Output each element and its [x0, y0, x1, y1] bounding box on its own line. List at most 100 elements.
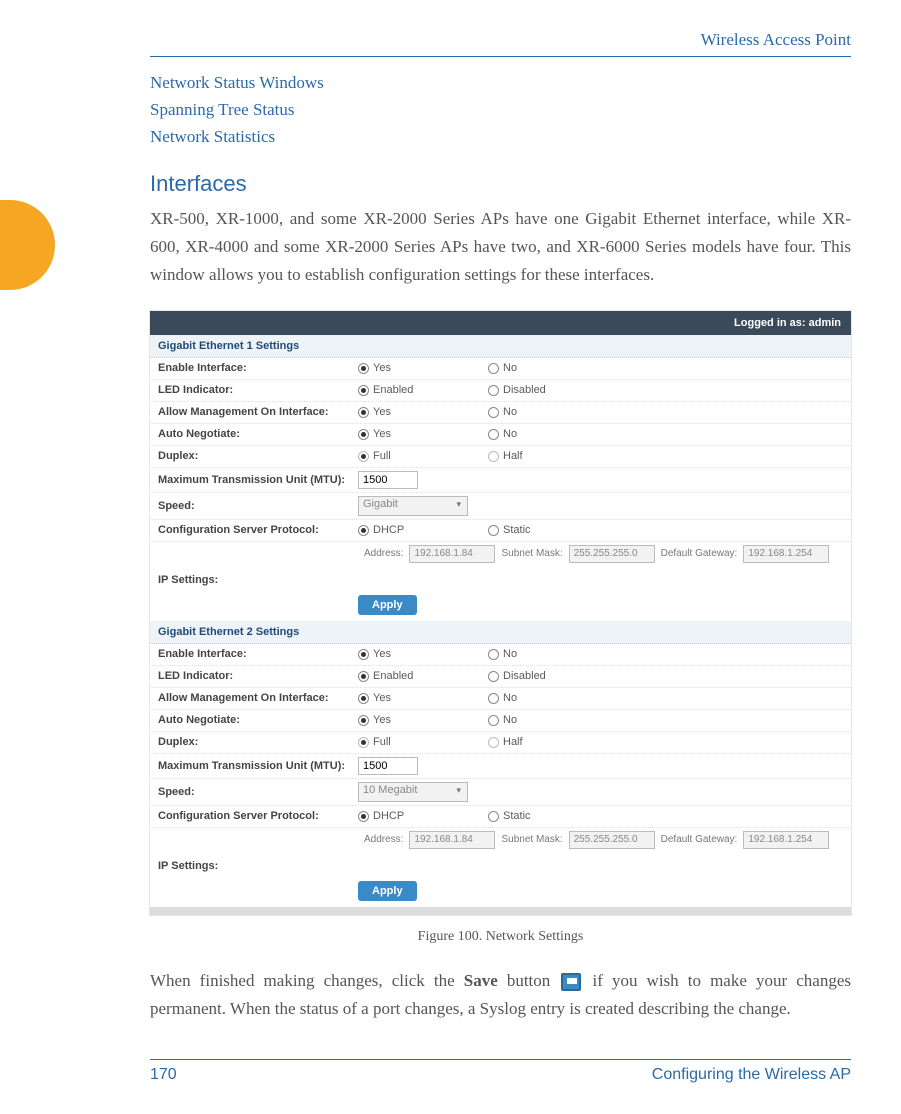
- row-enable-interface: Enable Interface: Yes No: [150, 358, 851, 380]
- label-ip: IP Settings:: [158, 574, 358, 586]
- row-enable-interface: Enable Interface: Yes No: [150, 644, 851, 666]
- mask-input[interactable]: [569, 545, 655, 563]
- lbl-mask: Subnet Mask:: [501, 548, 562, 559]
- radio-no[interactable]: [488, 363, 499, 374]
- radio-yes[interactable]: [358, 649, 369, 660]
- label-allow-mgmt: Allow Management On Interface:: [158, 692, 358, 704]
- radio-enabled[interactable]: [358, 385, 369, 396]
- ge1-header: Gigabit Ethernet 1 Settings: [150, 335, 851, 358]
- radio-no[interactable]: [488, 407, 499, 418]
- radio-full[interactable]: [358, 451, 369, 462]
- apply-button[interactable]: Apply: [358, 595, 417, 615]
- page-number: 170: [150, 1066, 177, 1084]
- label-speed: Speed:: [158, 786, 358, 798]
- label-ip: IP Settings:: [158, 860, 358, 872]
- speed-select[interactable]: 10 Megabit: [358, 782, 468, 802]
- radio-static[interactable]: [488, 525, 499, 536]
- row-led: LED Indicator: Enabled Disabled: [150, 666, 851, 688]
- section-heading: Interfaces: [150, 171, 851, 197]
- radio-half[interactable]: [488, 451, 499, 462]
- speed-select[interactable]: Gigabit: [358, 496, 468, 516]
- label-enable: Enable Interface:: [158, 362, 358, 374]
- opt-half: Half: [503, 450, 523, 462]
- radio-no[interactable]: [488, 649, 499, 660]
- radio-enabled[interactable]: [358, 671, 369, 682]
- mtu-input[interactable]: [358, 757, 418, 775]
- row-auto-neg: Auto Negotiate: Yes No: [150, 424, 851, 446]
- footer-title: Configuring the Wireless AP: [652, 1066, 851, 1084]
- opt-no: No: [503, 406, 517, 418]
- radio-no[interactable]: [488, 715, 499, 726]
- opt-no: No: [503, 714, 517, 726]
- save-word: Save: [464, 971, 498, 990]
- radio-yes[interactable]: [358, 363, 369, 374]
- radio-disabled[interactable]: [488, 385, 499, 396]
- label-duplex: Duplex:: [158, 736, 358, 748]
- opt-no: No: [503, 362, 517, 374]
- opt-no: No: [503, 648, 517, 660]
- xref-link[interactable]: Spanning Tree Status: [150, 96, 851, 123]
- lbl-mask: Subnet Mask:: [501, 834, 562, 845]
- opt-enabled: Enabled: [373, 670, 413, 682]
- opt-dhcp: DHCP: [373, 810, 404, 822]
- mtu-input[interactable]: [358, 471, 418, 489]
- section-body: XR-500, XR-1000, and some XR-2000 Series…: [150, 205, 851, 289]
- opt-yes: Yes: [373, 714, 391, 726]
- opt-yes: Yes: [373, 692, 391, 704]
- row-mtu: Maximum Transmission Unit (MTU):: [150, 468, 851, 493]
- login-status: Logged in as: admin: [150, 311, 851, 335]
- mask-input[interactable]: [569, 831, 655, 849]
- opt-disabled: Disabled: [503, 670, 546, 682]
- opt-yes: Yes: [373, 428, 391, 440]
- radio-yes[interactable]: [358, 429, 369, 440]
- label-cfg-proto: Configuration Server Protocol:: [158, 524, 358, 536]
- radio-yes[interactable]: [358, 693, 369, 704]
- opt-full: Full: [373, 450, 391, 462]
- closing-p1b: button: [498, 971, 560, 990]
- screenshot-scrollbar: [150, 907, 851, 915]
- opt-yes: Yes: [373, 648, 391, 660]
- opt-yes: Yes: [373, 406, 391, 418]
- radio-no[interactable]: [488, 429, 499, 440]
- opt-static: Static: [503, 810, 531, 822]
- radio-static[interactable]: [488, 811, 499, 822]
- label-enable: Enable Interface:: [158, 648, 358, 660]
- row-duplex: Duplex: Full Half: [150, 446, 851, 468]
- apply-button[interactable]: Apply: [358, 881, 417, 901]
- xref-link-list: Network Status Windows Spanning Tree Sta…: [150, 69, 851, 151]
- radio-half[interactable]: [488, 737, 499, 748]
- row-ip-settings: IP Settings:: [150, 569, 851, 591]
- closing-p1a: When finished making changes, click the: [150, 971, 464, 990]
- label-auto-neg: Auto Negotiate:: [158, 714, 358, 726]
- address-input[interactable]: [409, 545, 495, 563]
- label-mtu: Maximum Transmission Unit (MTU):: [158, 760, 358, 772]
- page-content: Wireless Access Point Network Status Win…: [0, 0, 901, 1053]
- opt-enabled: Enabled: [373, 384, 413, 396]
- radio-full[interactable]: [358, 737, 369, 748]
- opt-dhcp: DHCP: [373, 524, 404, 536]
- lbl-gateway: Default Gateway:: [661, 548, 738, 559]
- opt-half: Half: [503, 736, 523, 748]
- running-head: Wireless Access Point: [150, 30, 851, 57]
- radio-dhcp[interactable]: [358, 525, 369, 536]
- opt-no: No: [503, 428, 517, 440]
- label-speed: Speed:: [158, 500, 358, 512]
- save-icon: [561, 973, 581, 991]
- lbl-address: Address:: [364, 834, 403, 845]
- address-input[interactable]: [409, 831, 495, 849]
- gateway-input[interactable]: [743, 545, 829, 563]
- xref-link[interactable]: Network Statistics: [150, 123, 851, 150]
- row-led: LED Indicator: Enabled Disabled: [150, 380, 851, 402]
- radio-dhcp[interactable]: [358, 811, 369, 822]
- gateway-input[interactable]: [743, 831, 829, 849]
- lbl-address: Address:: [364, 548, 403, 559]
- label-mtu: Maximum Transmission Unit (MTU):: [158, 474, 358, 486]
- radio-disabled[interactable]: [488, 671, 499, 682]
- radio-yes[interactable]: [358, 715, 369, 726]
- row-mtu: Maximum Transmission Unit (MTU):: [150, 754, 851, 779]
- row-speed: Speed: Gigabit: [150, 493, 851, 520]
- xref-link[interactable]: Network Status Windows: [150, 69, 851, 96]
- radio-no[interactable]: [488, 693, 499, 704]
- closing-paragraph: When finished making changes, click the …: [150, 967, 851, 1023]
- radio-yes[interactable]: [358, 407, 369, 418]
